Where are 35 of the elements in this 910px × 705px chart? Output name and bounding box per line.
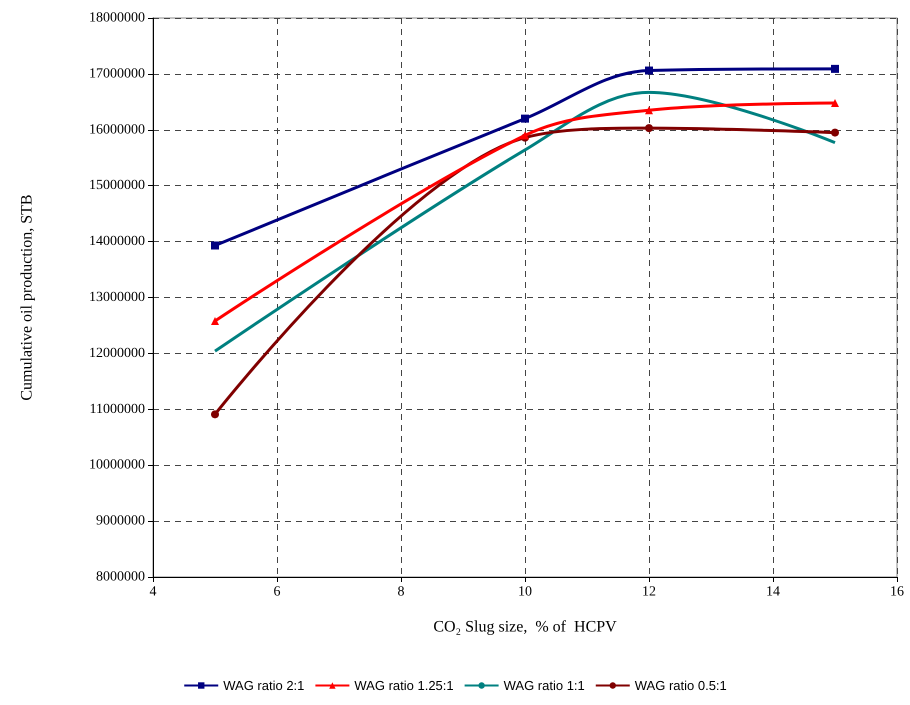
point — [211, 316, 219, 325]
x-axis-title: CO₂ Slug size, % of HCPV — [433, 618, 618, 636]
point — [211, 242, 219, 250]
point — [831, 64, 839, 73]
x-tick-label: 8 — [398, 584, 404, 600]
y-tick-label: 15000000 — [89, 178, 145, 194]
y-tick-label: 8000000 — [96, 570, 145, 584]
legend-label: WAG ratio 2:1 — [223, 678, 304, 693]
point — [521, 114, 529, 123]
x-tick-label: 10 — [518, 584, 532, 600]
legend-label: WAG ratio 1.25:1 — [354, 678, 454, 693]
legend-label: WAG ratio 0.5:1 — [634, 678, 727, 693]
y-tick-label: 9000000 — [96, 514, 145, 529]
point — [831, 98, 839, 107]
point — [521, 131, 529, 140]
point — [645, 66, 653, 75]
point — [211, 410, 219, 418]
x-tick-label: 4 — [150, 584, 156, 600]
y-tick-label: 10000000 — [89, 458, 145, 473]
y-tick-label: 11000000 — [90, 402, 145, 417]
x-tick-label: 14 — [766, 584, 780, 600]
legend-label: WAG ratio 1:1 — [504, 678, 585, 693]
x-tick-label: 6 — [274, 584, 280, 600]
y-axis-title: Cumulative oil production, STB — [18, 194, 36, 401]
y-tick-label: 18000000 — [89, 10, 145, 26]
point — [645, 106, 653, 114]
x-tick-label: 12 — [642, 584, 656, 600]
x-tick-label: 16 — [890, 584, 904, 600]
y-tick-label: 17000000 — [89, 66, 145, 82]
y-tick-label: 12000000 — [89, 346, 145, 361]
y-tick-label: 14000000 — [89, 234, 145, 250]
y-tick-label: 13000000 — [89, 290, 145, 305]
point — [831, 128, 839, 137]
y-tick-label: 16000000 — [89, 122, 145, 138]
point — [645, 124, 653, 132]
